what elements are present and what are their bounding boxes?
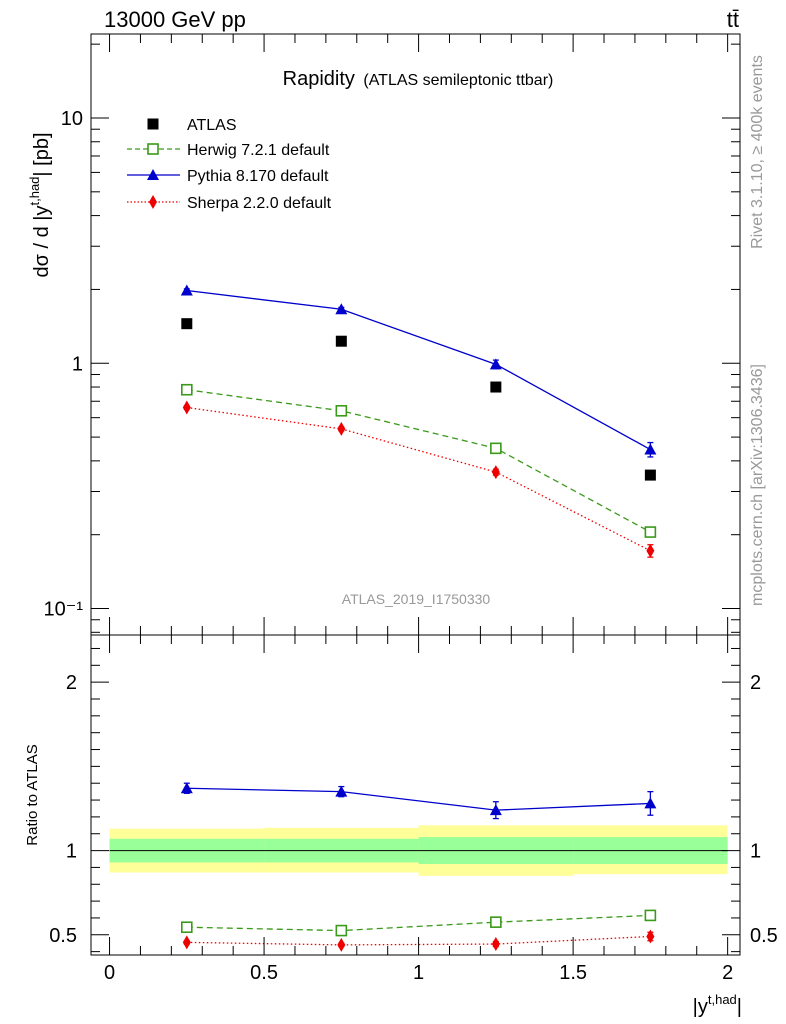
legend-entry-atlas: ATLAS [147,117,237,134]
data-point-pythia [180,284,193,296]
ratio-panel: 2 2 1 1 0.5 0.5 0 0.5 1 1.5 2 Ratio to ATLAS |yt,h… [24,634,778,1018]
legend-atlas-marker [147,118,159,130]
data-point-sherpa [646,929,655,944]
ratio-y-tick-label-right: 0.5 [750,925,778,947]
ratio-uncertainty-bands [109,825,728,876]
data-point-atlas [644,469,656,481]
legend-atlas-label: ATLAS [187,117,237,134]
svg-text:|yt,had|: |yt,had| [693,992,742,1018]
series-line-pythia [186,289,651,451]
series-atlas [181,318,656,481]
legend-entry-herwig: Herwig 7.2.1 default [127,142,330,159]
data-point-sherpa [491,937,500,952]
data-point-atlas [490,381,502,393]
series-sherpa [182,400,655,558]
mcplots-label: mcplots.cern.ch [arXiv:1306.3436] [749,364,766,606]
series-herwig [181,909,657,937]
data-point-pythia [489,804,502,816]
data-point-atlas [181,318,193,330]
data-point-herwig [335,924,348,937]
data-point-pythia [335,303,348,315]
analysis-label: ATLAS_2019_I1750330 [342,591,491,607]
series-pythia [180,782,657,820]
ratio-y-tick-label: 1 [66,841,77,863]
main-axes: 10 1 10⁻¹ [44,34,740,635]
ratio-ylabel: Ratio to ATLAS [24,744,41,845]
ratio-y-tick-label-right: 2 [750,672,761,694]
data-point-herwig [644,526,657,538]
ratio-axes: 2 2 1 1 0.5 0.5 0 0.5 1 1.5 2 [49,635,778,984]
ratio-x-tick-label: 1.5 [559,962,587,984]
data-point-pythia [335,785,348,797]
chart-subtitle: (ATLAS semileptonic ttbar) [363,72,553,89]
data-point-sherpa [182,935,191,950]
data-point-herwig [181,921,193,934]
ratio-x-tick-label: 2 [722,962,733,984]
data-point-herwig [644,909,657,922]
main-panel: 10 1 10⁻¹ Rapidity (ATLAS semileptonic ttb… [27,33,741,636]
legend-herwig-marker [147,143,159,155]
data-point-pythia [180,782,193,794]
series-line-herwig [186,389,651,533]
legend: ATLAS Herwig 7.2.1 default Pythia 8.170 … [127,117,332,212]
data-point-sherpa [337,937,346,952]
legend-pythia-marker [147,169,159,180]
data-point-herwig [181,383,193,396]
data-point-pythia [644,443,657,455]
ratio-y-tick-label-right: 1 [750,841,761,863]
process-label: tt̄ [727,7,739,32]
data-point-herwig [335,404,348,417]
ratio-y-tick-label: 2 [66,672,77,694]
ratio-y-tick-label: 0.5 [49,925,77,947]
legend-herwig-label: Herwig 7.2.1 default [187,142,330,159]
legend-sherpa-label: Sherpa 2.2.0 default [187,195,332,212]
chart-title-line: Rapidity (ATLAS semileptonic ttbar) [283,68,554,90]
series-pythia [180,284,657,458]
data-point-atlas [335,335,347,347]
main-y-tick-label: 10 [61,108,83,130]
data-point-herwig [490,442,502,455]
data-point-sherpa [491,465,500,480]
main-y-tick-label: 10⁻¹ [44,599,84,621]
legend-pythia-label: Pythia 8.170 default [187,168,329,185]
energy-label: 13000 GeV pp [104,7,246,32]
main-plot-marks [180,284,657,558]
legend-sherpa-marker [149,195,157,209]
series-line-herwig [186,914,651,932]
data-point-sherpa [182,400,191,415]
series-herwig [181,383,657,538]
chart-title: Rapidity [283,68,355,90]
svg-text:dσ / d |yt,had| [pb]: dσ / d |yt,had| [pb] [27,132,53,277]
main-y-tick-label: 1 [72,353,83,375]
legend-entry-sherpa: Sherpa 2.2.0 default [127,195,332,212]
ratio-x-tick-label: 1 [413,962,424,984]
legend-entry-pythia: Pythia 8.170 default [127,168,329,185]
data-point-pythia [644,797,657,809]
series-line-sherpa [186,406,651,552]
data-point-pythia [489,358,502,370]
series-line-pythia [186,787,651,811]
ratio-x-tick-label: 0 [104,962,115,984]
data-point-sherpa [337,421,346,436]
main-ylabel: dσ / d |yt,had| [pb] [27,132,53,277]
data-point-sherpa [646,543,655,558]
ratio-frame [90,634,741,956]
rivet-label: Rivet 3.1.10, ≥ 400k events [749,55,766,249]
ratio-xlabel: |yt,had| [693,992,742,1018]
data-point-herwig [490,916,502,928]
ratio-x-tick-label: 0.5 [250,962,278,984]
